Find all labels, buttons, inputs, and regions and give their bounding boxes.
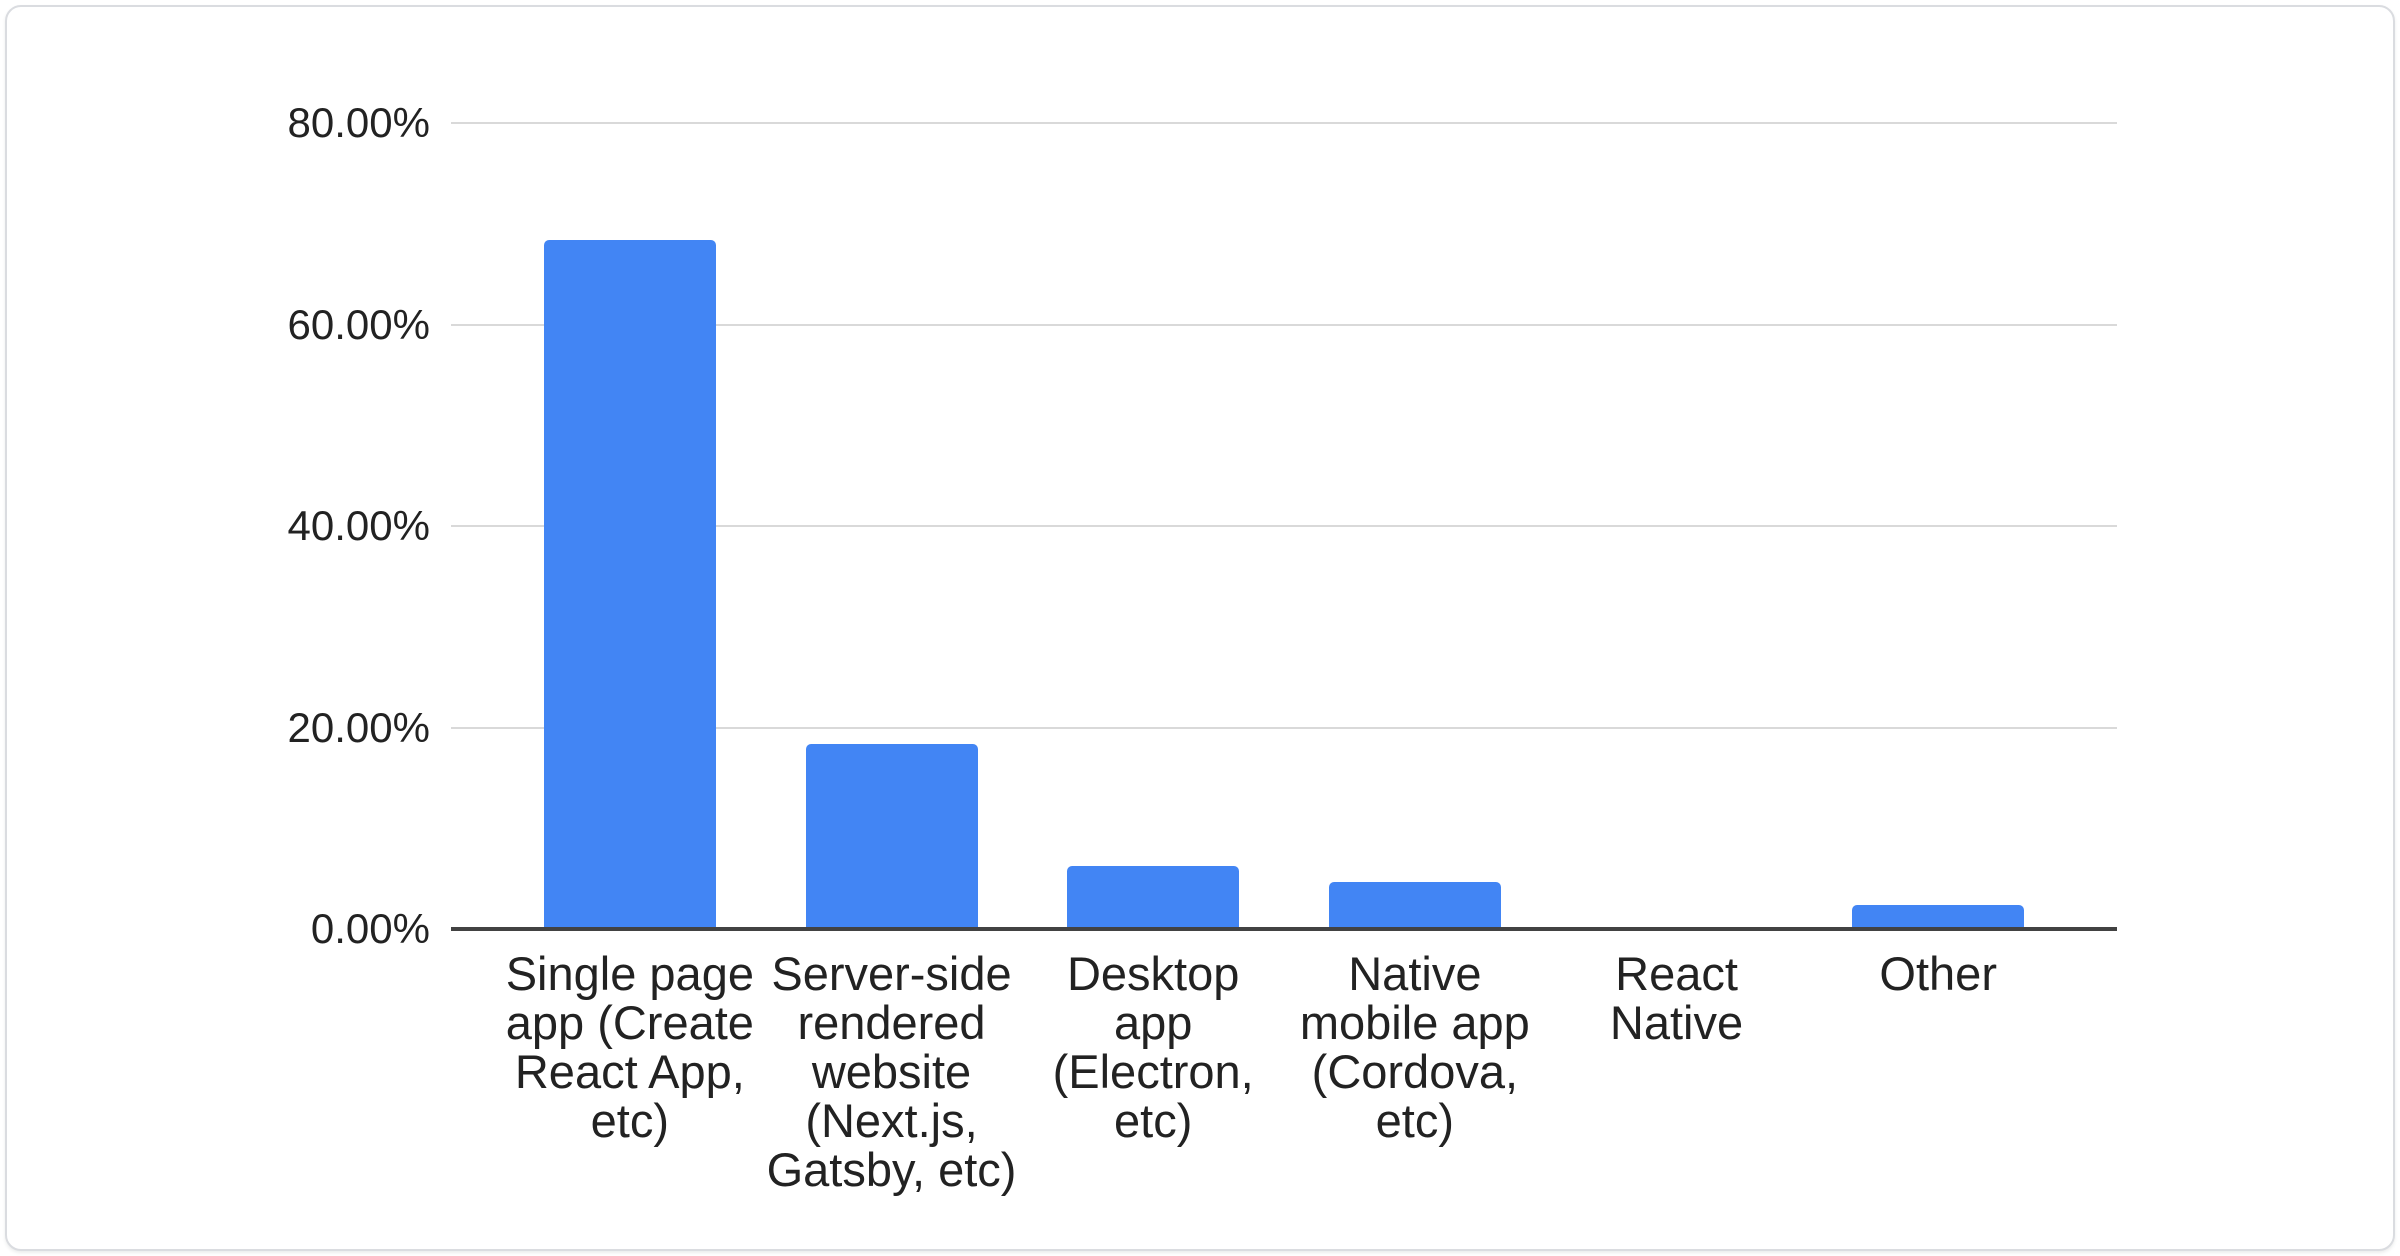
bar[interactable] bbox=[1328, 881, 1501, 929]
x-category-label: Other bbox=[1879, 947, 1997, 1000]
x-category-label: Native mobile app (Cordova, etc) bbox=[1299, 947, 1530, 1147]
bar[interactable] bbox=[805, 743, 978, 929]
bars-row bbox=[499, 123, 2069, 929]
bar-column bbox=[1284, 123, 1546, 929]
gridline bbox=[451, 525, 2117, 527]
gridline bbox=[451, 122, 2117, 124]
x-category-label: Server-side rendered website (Next.js, G… bbox=[766, 947, 1017, 1196]
bar-column bbox=[1807, 123, 2069, 929]
gridline bbox=[451, 323, 2117, 326]
plot-area: 80.00% 60.00% 40.00% 20.00% 0.00% Single pag… bbox=[288, 102, 2117, 1194]
y-tick-label: 80.00% bbox=[287, 99, 430, 146]
x-axis-line bbox=[451, 927, 2117, 931]
x-category-label: React Native bbox=[1609, 947, 1744, 1049]
x-category-label: Desktop app (Electron, etc) bbox=[1052, 947, 1254, 1147]
y-tick-label: 0.00% bbox=[310, 905, 430, 952]
x-category-label: Single page app (Create React App, etc) bbox=[505, 947, 754, 1147]
bar-column bbox=[761, 123, 1023, 929]
gridline bbox=[451, 726, 2117, 729]
y-tick-label: 40.00% bbox=[287, 502, 430, 549]
chart-card: 80.00% 60.00% 40.00% 20.00% 0.00% Single pag… bbox=[5, 5, 2395, 1251]
bar[interactable] bbox=[543, 239, 716, 929]
bar[interactable] bbox=[1852, 904, 2025, 929]
bar-column bbox=[499, 123, 761, 929]
bar[interactable] bbox=[1067, 865, 1240, 929]
y-tick-label: 60.00% bbox=[287, 300, 430, 348]
y-tick-label: 20.00% bbox=[287, 703, 430, 751]
bar-column bbox=[1546, 123, 1808, 929]
bar-column bbox=[1022, 123, 1284, 929]
x-axis-labels: Single page app (Create React App, etc) S… bbox=[499, 949, 2069, 1194]
